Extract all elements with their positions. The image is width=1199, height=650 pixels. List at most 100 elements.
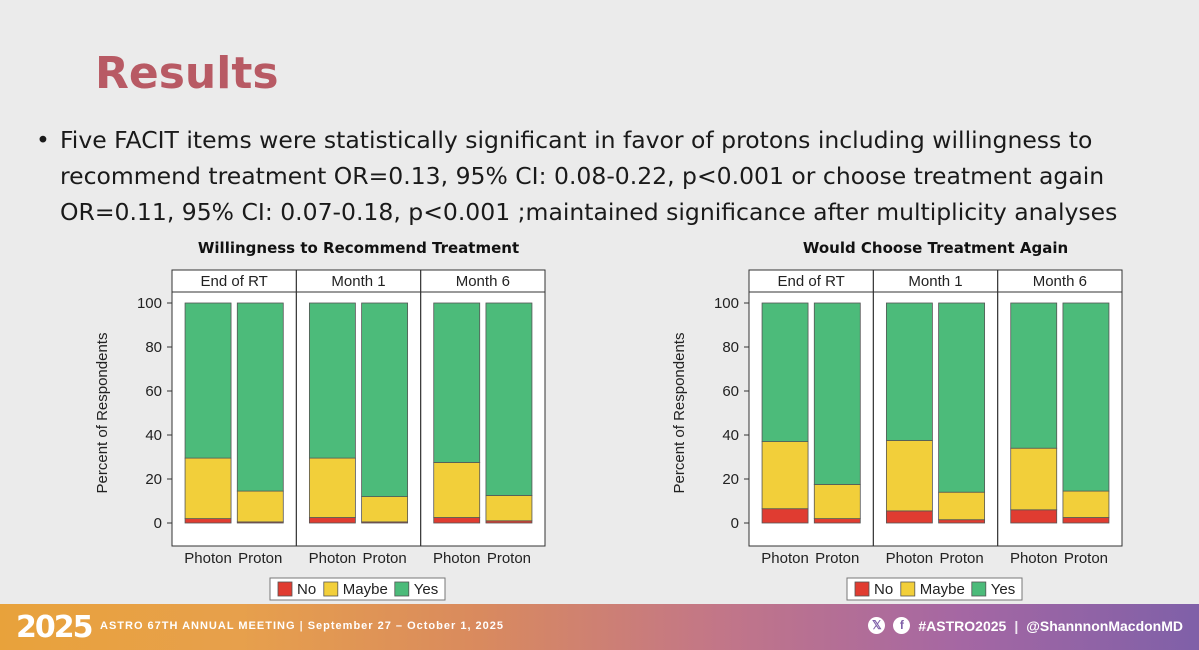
bar-segment-no	[761, 508, 809, 524]
x-category-label: Photon	[309, 550, 357, 567]
legend-swatch-maybe	[323, 581, 339, 597]
y-tick-label: 60	[145, 383, 162, 400]
bar-segment-maybe	[885, 440, 933, 512]
y-tick-label: 0	[154, 515, 162, 532]
bar-segment-no	[433, 517, 481, 524]
x-category-label: Proton	[815, 550, 859, 567]
hashtag: #ASTRO2025	[918, 617, 1007, 634]
bar-segment-maybe	[938, 491, 986, 521]
panel-label: Month 1	[908, 273, 962, 290]
footer-bar: 2025 ASTRO 67TH ANNUAL MEETING | Septemb…	[0, 604, 1199, 650]
x-category-label: Photon	[761, 550, 809, 567]
legend-label-yes: Yes	[991, 581, 1015, 598]
plot-area	[749, 270, 1122, 546]
panel-label: End of RT	[778, 273, 845, 290]
meeting-name: ASTRO 67TH ANNUAL MEETING	[100, 620, 296, 632]
bar-segment-maybe	[361, 496, 409, 523]
bar-segment-yes	[184, 302, 232, 459]
panel-label: End of RT	[201, 273, 268, 290]
x-category-label: Proton	[487, 550, 531, 567]
bar-segment-yes	[761, 302, 809, 443]
bar-segment-yes	[308, 302, 356, 459]
x-category-label: Photon	[886, 550, 934, 567]
panel-label: Month 6	[456, 273, 510, 290]
legend-label-yes: Yes	[414, 581, 438, 598]
bar-segment-maybe	[236, 490, 284, 523]
plot-area	[172, 270, 545, 546]
y-tick-label: 20	[722, 471, 739, 488]
chart-title: Would Choose Treatment Again	[803, 239, 1068, 257]
bar-segment-maybe	[308, 457, 356, 518]
legend-label-maybe: Maybe	[343, 581, 388, 598]
meeting-dates: September 27 – October 1, 2025	[307, 620, 505, 632]
y-tick-label: 40	[722, 427, 739, 444]
bar-segment-maybe	[485, 495, 533, 522]
bar-segment-yes	[433, 302, 481, 463]
legend-swatch-no	[854, 581, 870, 597]
bar-segment-yes	[1010, 302, 1058, 449]
panel-frame	[997, 291, 1123, 547]
bar-segment-yes	[361, 302, 409, 498]
bar-segment-maybe	[433, 462, 481, 518]
bar-segment-no	[184, 518, 232, 524]
y-tick-label: 0	[731, 515, 739, 532]
bar-segment-maybe	[184, 457, 232, 520]
bar-segment-yes	[485, 302, 533, 496]
panel-label: Month 1	[331, 273, 385, 290]
legend-label-no: No	[874, 581, 893, 598]
social-info: 𝕏 f #ASTRO2025 | @ShannnonMacdonMD	[868, 617, 1183, 634]
x-category-label: Proton	[363, 550, 407, 567]
x-category-label: Photon	[184, 550, 232, 567]
x-category-label: Photon	[1010, 550, 1058, 567]
y-axis-label: Percent of Respondents	[94, 333, 111, 494]
x-category-label: Photon	[433, 550, 481, 567]
bar-segment-no	[813, 518, 861, 524]
bar-segment-yes	[885, 302, 933, 441]
astro-logo: 2025	[16, 610, 93, 645]
legend-swatch-maybe	[900, 581, 916, 597]
bar-segment-no	[308, 517, 356, 524]
y-axis-label: Percent of Respondents	[671, 333, 688, 494]
chart-choose-again: Would Choose Treatment Again End of RT Mon…	[667, 236, 1137, 602]
y-tick-label: 20	[145, 471, 162, 488]
chart-title: Willingness to Recommend Treatment	[198, 239, 519, 257]
bar-segment-no	[938, 519, 986, 524]
bullet-text: Five FACIT items were statistically sign…	[60, 126, 1118, 226]
legend-label-no: No	[297, 581, 316, 598]
bar-segment-maybe	[1062, 490, 1110, 518]
y-tick-label: 60	[722, 383, 739, 400]
panel-label: Month 6	[1033, 273, 1087, 290]
bar-segment-no	[1062, 517, 1110, 524]
meeting-divider: |	[299, 620, 304, 632]
slide-title: Results	[95, 48, 279, 99]
bar-segment-maybe	[761, 441, 809, 510]
social-separator: |	[1014, 617, 1019, 634]
y-tick-label: 80	[722, 339, 739, 356]
x-category-label: Proton	[940, 550, 984, 567]
bar-segment-maybe	[813, 484, 861, 519]
panel-frame	[420, 291, 546, 547]
bar-segment-yes	[938, 302, 986, 493]
y-tick-label: 80	[145, 339, 162, 356]
bullet-dot: •	[36, 126, 50, 154]
y-tick-label: 100	[714, 295, 739, 312]
chart-recommend-svg: Willingness to Recommend Treatment End of…	[94, 239, 546, 601]
x-icon[interactable]: 𝕏	[868, 617, 886, 634]
bar-segment-yes	[236, 302, 284, 492]
legend-label-maybe: Maybe	[920, 581, 965, 598]
chart-recommend: Willingness to Recommend Treatment End of…	[90, 236, 560, 602]
bar-segment-yes	[1062, 302, 1110, 492]
x-category-label: Proton	[238, 550, 282, 567]
legend-swatch-no	[277, 581, 293, 597]
bar-segment-no	[885, 510, 933, 524]
y-tick-label: 100	[137, 295, 162, 312]
y-tick-label: 40	[145, 427, 162, 444]
legend-swatch-yes	[971, 581, 987, 597]
facebook-icon[interactable]: f	[893, 617, 911, 634]
meeting-info: ASTRO 67TH ANNUAL MEETING | September 27…	[100, 620, 504, 632]
bar-segment-no	[1010, 509, 1058, 524]
chart-choose-again-svg: Would Choose Treatment Again End of RT Mon…	[671, 239, 1123, 601]
twitter-handle: @ShannnonMacdonMD	[1026, 617, 1183, 634]
x-category-label: Proton	[1064, 550, 1108, 567]
bar-segment-maybe	[1010, 447, 1058, 511]
